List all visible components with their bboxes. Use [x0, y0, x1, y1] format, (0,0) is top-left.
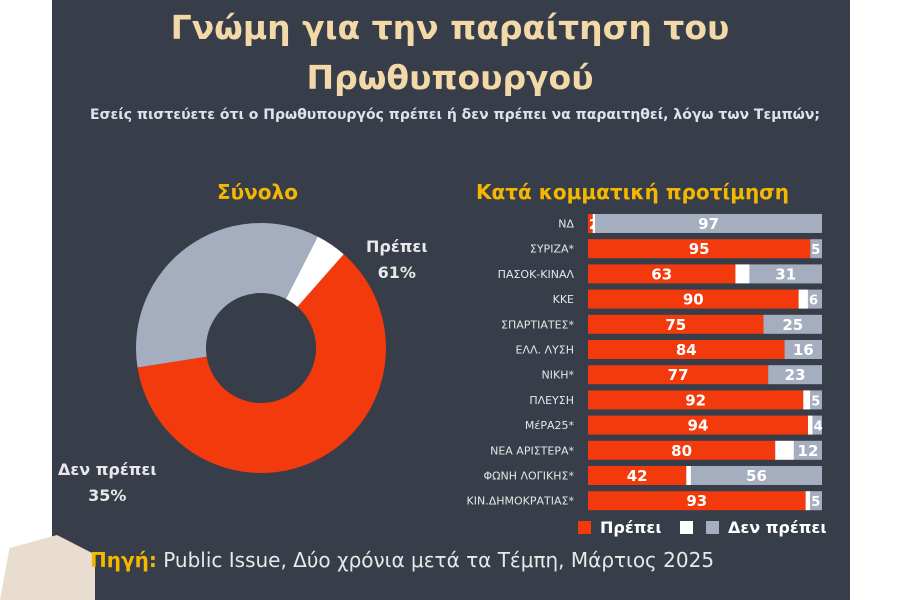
bar-value-label: 31 — [775, 265, 796, 283]
bar-value-label: 93 — [686, 492, 707, 510]
bar-value-label: 75 — [665, 316, 686, 334]
pie-label-mustnot-text: Δεν πρέπει — [58, 460, 157, 479]
bar-category-label: ΜέΡΑ25* — [525, 419, 575, 432]
legend-must-label: Πρέπει — [600, 518, 662, 537]
bar-segment-mustnot — [807, 289, 822, 309]
bar-segment-neutral — [686, 466, 691, 485]
bar-segment-neutral — [775, 440, 794, 460]
bar-value-label: 94 — [688, 417, 709, 435]
bar-segment-neutral — [805, 491, 811, 511]
bar-category-label: ΣΠΑΡΤΙΑΤΕΣ* — [501, 318, 574, 331]
bar-segment-neutral — [803, 390, 811, 410]
bar-value-label: 95 — [689, 240, 710, 258]
bar-title: Κατά κομματική προτίμηση — [476, 180, 789, 204]
bar-value-label: 6 — [809, 294, 818, 309]
bar-segment-must — [588, 264, 736, 284]
legend-mustnot-swatch — [706, 521, 719, 534]
bar-segment-neutral — [807, 415, 813, 435]
bar-segment-must — [588, 390, 804, 410]
bar-category-label: ΝΔ — [558, 218, 574, 231]
bar-segment-must — [588, 491, 806, 511]
bar-segment-mustnot — [810, 491, 822, 511]
bar-segment-must — [588, 214, 593, 233]
pie-slice-must — [137, 254, 387, 474]
bar-value-label: 5 — [811, 243, 820, 258]
bar-segment-mustnot — [749, 264, 822, 284]
pie-label-mustnot-value: 35% — [88, 486, 127, 505]
bar-value-label: 90 — [683, 291, 704, 309]
bar-segment-must — [588, 239, 811, 259]
bar-value-label: 5 — [811, 394, 820, 409]
bar-segment-must — [588, 340, 785, 359]
pie-label-mustnot: Δεν πρέπει 35% — [58, 457, 157, 509]
bar-segment-mustnot — [768, 365, 822, 385]
source-label: Πηγή: — [90, 548, 157, 572]
pie-slice-other — [285, 236, 344, 307]
bar-value-label: 77 — [668, 366, 689, 384]
bar-value-label: 12 — [798, 442, 819, 460]
bar-value-label: 92 — [685, 391, 706, 409]
bar-segment-mustnot — [690, 466, 822, 485]
bar-segment-mustnot — [595, 214, 822, 233]
bar-category-label: ΣΥΡΙΖΑ* — [530, 243, 575, 256]
bar-category-label: ΚΚΕ — [553, 293, 574, 306]
bar-value-label: 56 — [746, 467, 767, 485]
subtitle: Εσείς πιστεύετε ότι ο Πρωθυπουργός πρέπε… — [90, 107, 820, 123]
bar-category-label: ΦΩΝΗ ΛΟΓΙΚΗΣ* — [483, 470, 574, 483]
bar-segment-must — [588, 314, 764, 334]
bar-category-label: ΕΛΛ. ΛΥΣΗ — [516, 344, 574, 357]
title-line-2: Πρωθυπουργού — [306, 58, 594, 97]
legend-neutral-swatch — [680, 521, 693, 534]
bar-value-label: 80 — [671, 442, 692, 460]
pie-label-must: Πρέπει 61% — [366, 234, 428, 286]
bar-value-label: 42 — [627, 467, 648, 485]
pie-title: Σύνολο — [217, 180, 298, 204]
bar-value-label: 16 — [793, 341, 814, 359]
bar-segment-neutral — [735, 264, 750, 284]
bar-segment-must — [588, 466, 687, 485]
bar-category-label: ΠΛΕΥΣΗ — [529, 394, 574, 407]
bar-segment-mustnot — [812, 415, 822, 435]
bar-segment-mustnot — [793, 440, 822, 460]
bar-value-label: 63 — [651, 265, 672, 283]
title-line-1: Γνώμη για την παραίτηση του — [170, 8, 730, 47]
bar-category-label: ΚΙΝ.ΔΗΜΟΚΡΑΤΙΑΣ* — [467, 495, 575, 508]
pie-slice-mustnot — [136, 223, 318, 368]
bar-segment-mustnot — [763, 314, 822, 334]
bar-category-label: ΠΑΣΟΚ-ΚΙΝΑΛ — [498, 268, 575, 281]
bar-value-label: 25 — [782, 316, 803, 334]
bar-segment-must — [588, 289, 799, 309]
source-text: Public Issue, Δύο χρόνια μετά τα Τέμπη, … — [156, 548, 715, 572]
bar-value-label: 23 — [785, 366, 806, 384]
bar-segment-neutral — [592, 214, 596, 233]
bar-value-label: 97 — [698, 215, 719, 233]
bar-segment-mustnot — [810, 390, 822, 410]
bar-category-label: ΝΙΚΗ* — [542, 369, 575, 382]
bar-segment-mustnot — [784, 340, 822, 359]
pie-label-must-text: Πρέπει — [366, 237, 428, 256]
legend-mustnot-label: Δεν πρέπει — [728, 518, 827, 537]
bar-segment-mustnot — [810, 239, 822, 259]
bar-segment-must — [588, 440, 776, 460]
bar-segment-neutral — [798, 289, 808, 309]
bar-value-label: 84 — [676, 341, 697, 359]
bar-segment-must — [588, 365, 769, 385]
legend-must-swatch — [578, 521, 591, 534]
bar-value-label: 4 — [814, 420, 823, 435]
bar-segment-must — [588, 415, 808, 435]
pie-label-must-value: 61% — [377, 263, 416, 282]
source-footer: Πηγή: Public Issue, Δύο χρόνια μετά τα Τ… — [90, 548, 714, 572]
bar-value-label: 5 — [811, 495, 820, 510]
bar-category-label: ΝΕΑ ΑΡΙΣΤΕΡΑ* — [490, 444, 574, 457]
